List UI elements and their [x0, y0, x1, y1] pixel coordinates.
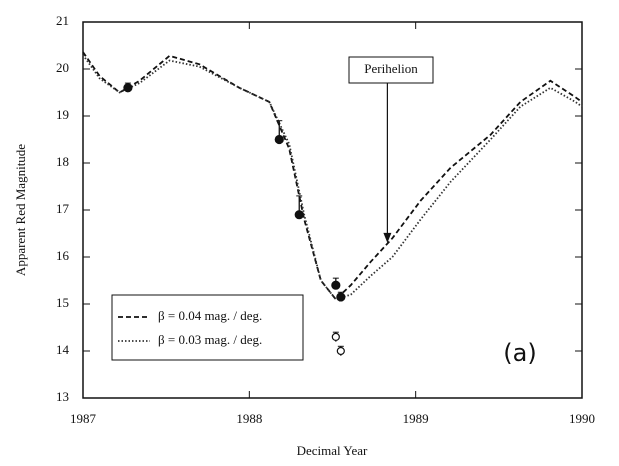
open-data-point [331, 332, 340, 341]
data-point [123, 83, 133, 93]
y-tick-label: 14 [56, 342, 70, 357]
data-point [294, 210, 304, 220]
y-tick-label: 19 [56, 107, 69, 122]
y-tick-label: 18 [56, 154, 69, 169]
y-tick-label: 20 [56, 60, 69, 75]
legend-label: β = 0.03 mag. / deg. [158, 332, 262, 347]
annotation-text: Perihelion [364, 61, 418, 76]
y-axis-label: Apparent Red Magnitude [13, 144, 28, 276]
arrow-head [383, 232, 392, 243]
y-tick-label: 16 [56, 248, 70, 263]
series-line [82, 51, 583, 301]
legend-label: β = 0.04 mag. / deg. [158, 308, 262, 323]
x-tick-label: 1987 [70, 411, 97, 426]
annotation-box [348, 56, 434, 84]
y-tick-label: 15 [56, 295, 69, 310]
y-tick-label: 13 [56, 389, 69, 404]
data-point [331, 280, 341, 290]
x-tick-label: 1989 [403, 411, 429, 426]
series-line [82, 54, 583, 301]
data-point [274, 134, 284, 145]
panel-label: (a) [503, 339, 536, 367]
x-tick-label: 1990 [569, 411, 595, 426]
y-tick-label: 17 [56, 201, 70, 216]
x-axis-label: Decimal Year [297, 443, 368, 458]
open-data-point [336, 346, 345, 356]
y-tick-label: 21 [56, 13, 69, 28]
legend-box [111, 294, 304, 361]
data-point [336, 292, 346, 302]
x-tick-label: 1988 [236, 411, 262, 426]
